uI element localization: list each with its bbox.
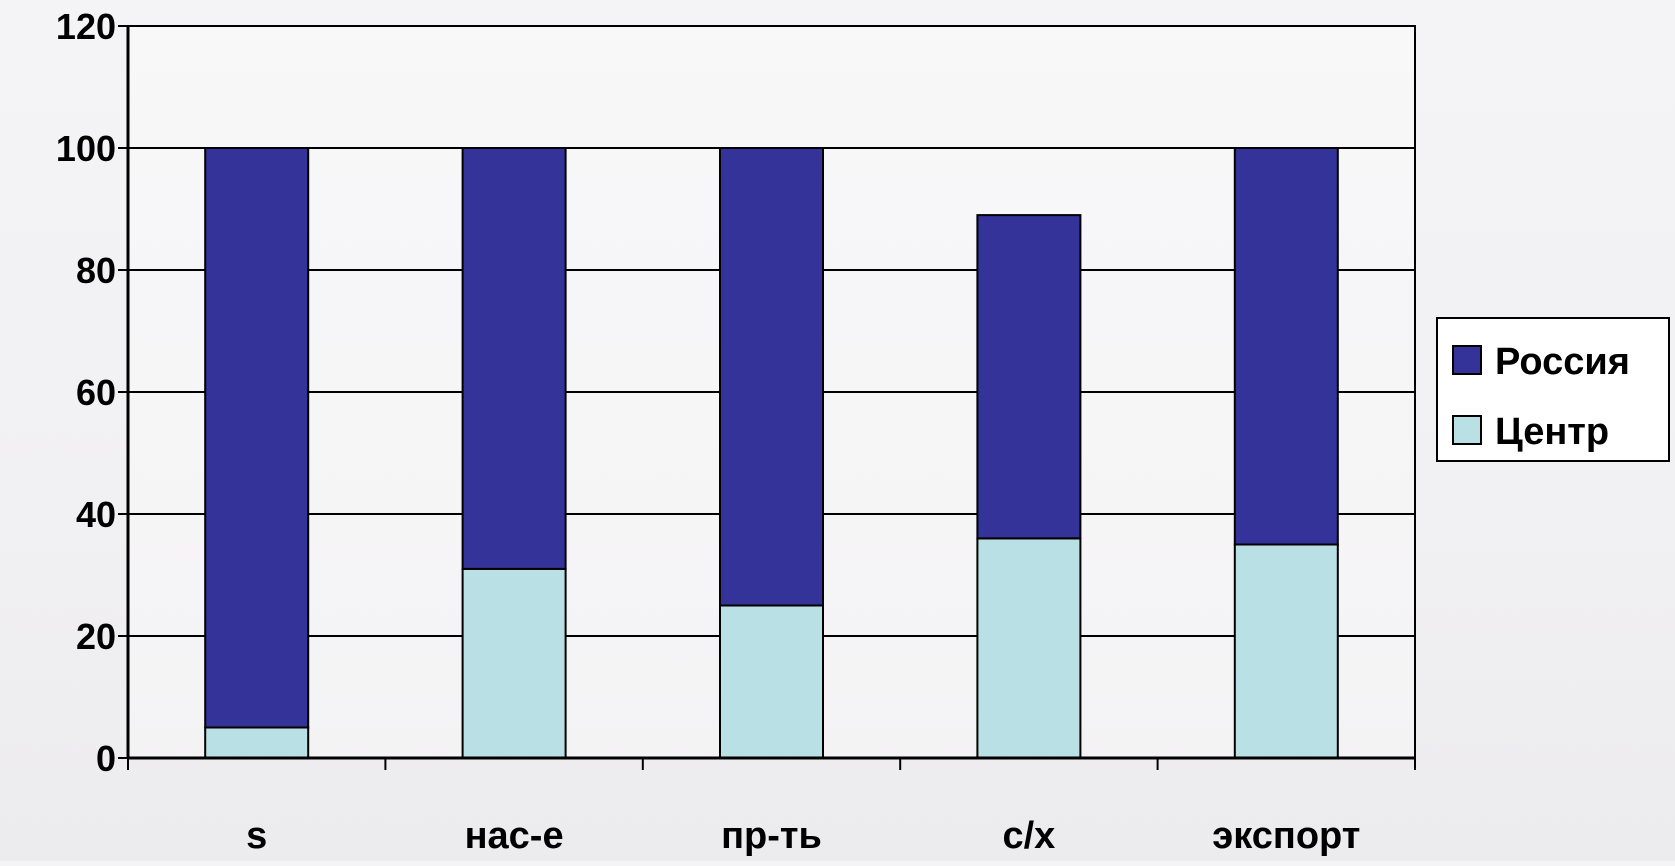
x-tick-label: s: [246, 815, 267, 857]
bar-segment: [1233, 147, 1339, 546]
legend: Россия Центр: [1436, 317, 1670, 462]
bar-segment: [461, 567, 567, 760]
bar-segment: [1233, 543, 1339, 759]
legend-swatch: [1452, 345, 1482, 375]
legend-label: Центр: [1495, 411, 1609, 453]
bar-segment: [204, 726, 310, 759]
y-tick-label: 60: [76, 372, 116, 413]
y-tick-label: 100: [56, 128, 116, 169]
y-tick-label: 80: [76, 250, 116, 291]
bar-stacks: [204, 147, 1339, 760]
bar-segment: [204, 147, 310, 729]
axes: 0 20 40 60 80 100 120 s нас-е пр-ть с/х экспорт: [56, 6, 1416, 857]
x-tick-label: экспорт: [1212, 815, 1360, 857]
bar-segment: [461, 147, 567, 570]
bar-segment: [976, 537, 1082, 760]
y-tick-label: 0: [96, 738, 116, 779]
y-tick-label: 120: [56, 6, 116, 47]
y-tick-label: 40: [76, 494, 116, 535]
y-tick-label: 20: [76, 616, 116, 657]
x-tick-label: с/х: [1002, 815, 1055, 857]
bar-segment: [976, 214, 1082, 540]
bar-segment: [719, 604, 824, 759]
x-tick-label: нас-е: [465, 815, 564, 857]
legend-swatch: [1452, 415, 1482, 445]
bar-segment: [719, 147, 824, 607]
legend-label: Россия: [1495, 341, 1630, 383]
x-tick-label: пр-ть: [721, 815, 822, 857]
